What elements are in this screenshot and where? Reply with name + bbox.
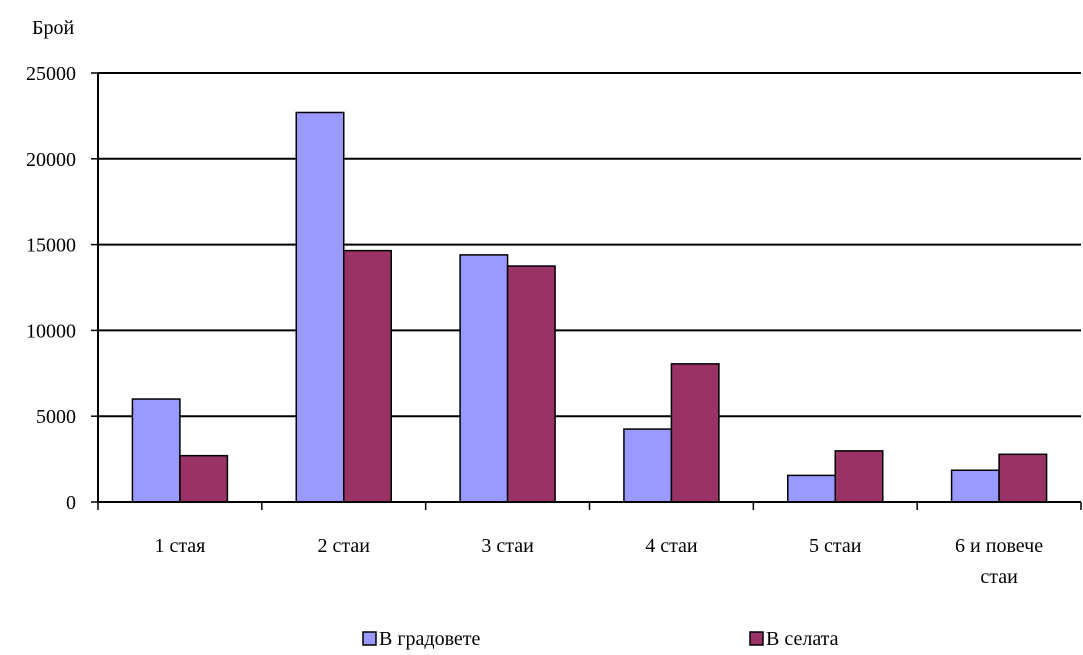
bar-cities-2 <box>295 111 345 503</box>
x-tick-label: стаи <box>980 566 1018 588</box>
bar-cities-4 <box>623 428 673 503</box>
x-tick-label: 6 и повече <box>955 535 1043 557</box>
bar-cities-1 <box>131 398 181 503</box>
bar-cities-3 <box>459 254 509 503</box>
legend-swatch <box>749 631 764 646</box>
legend-label: В градовете <box>379 628 481 650</box>
bars <box>131 111 1048 503</box>
x-tick-label: 2 стаи <box>318 535 371 557</box>
bar-cities-6 <box>950 469 1000 503</box>
legend-label: В селата <box>766 628 839 650</box>
legend-item-cities: В градовете <box>362 628 481 650</box>
bar-villages-4 <box>670 363 720 503</box>
legend-item-villages: В селата <box>749 628 839 650</box>
axes <box>91 72 1082 510</box>
y-tick-label: 0 <box>66 492 76 514</box>
x-tick-label: 5 стаи <box>809 535 862 557</box>
bar-villages-6 <box>998 453 1048 503</box>
y-tick-label: 5000 <box>36 406 76 428</box>
y-tick-label: 10000 <box>26 320 76 342</box>
bar-villages-3 <box>506 265 556 503</box>
bar-villages-5 <box>834 450 884 503</box>
bar-cities-5 <box>787 474 836 503</box>
legend: В градовете В селата <box>362 628 839 650</box>
y-tick-label: 20000 <box>26 149 76 171</box>
y-tick-label: 25000 <box>26 63 76 85</box>
x-tick-label: 1 стая <box>154 535 205 557</box>
y-tick-label: 15000 <box>26 235 76 257</box>
x-tick-label: 3 стаи <box>481 535 534 557</box>
y-tick-labels: 0 5000 10000 15000 20000 25000 <box>26 63 76 514</box>
bar-villages-2 <box>343 249 392 503</box>
x-tick-label: 4 стаи <box>645 535 698 557</box>
gridlines <box>98 72 1081 418</box>
x-tick-labels: 1 стая 2 стаи 3 стаи 4 стаи 5 стаи 6 и повече… <box>154 535 1043 588</box>
y-axis-label: Брой <box>32 17 74 39</box>
legend-swatch <box>362 631 377 646</box>
bar-villages-1 <box>179 454 229 503</box>
